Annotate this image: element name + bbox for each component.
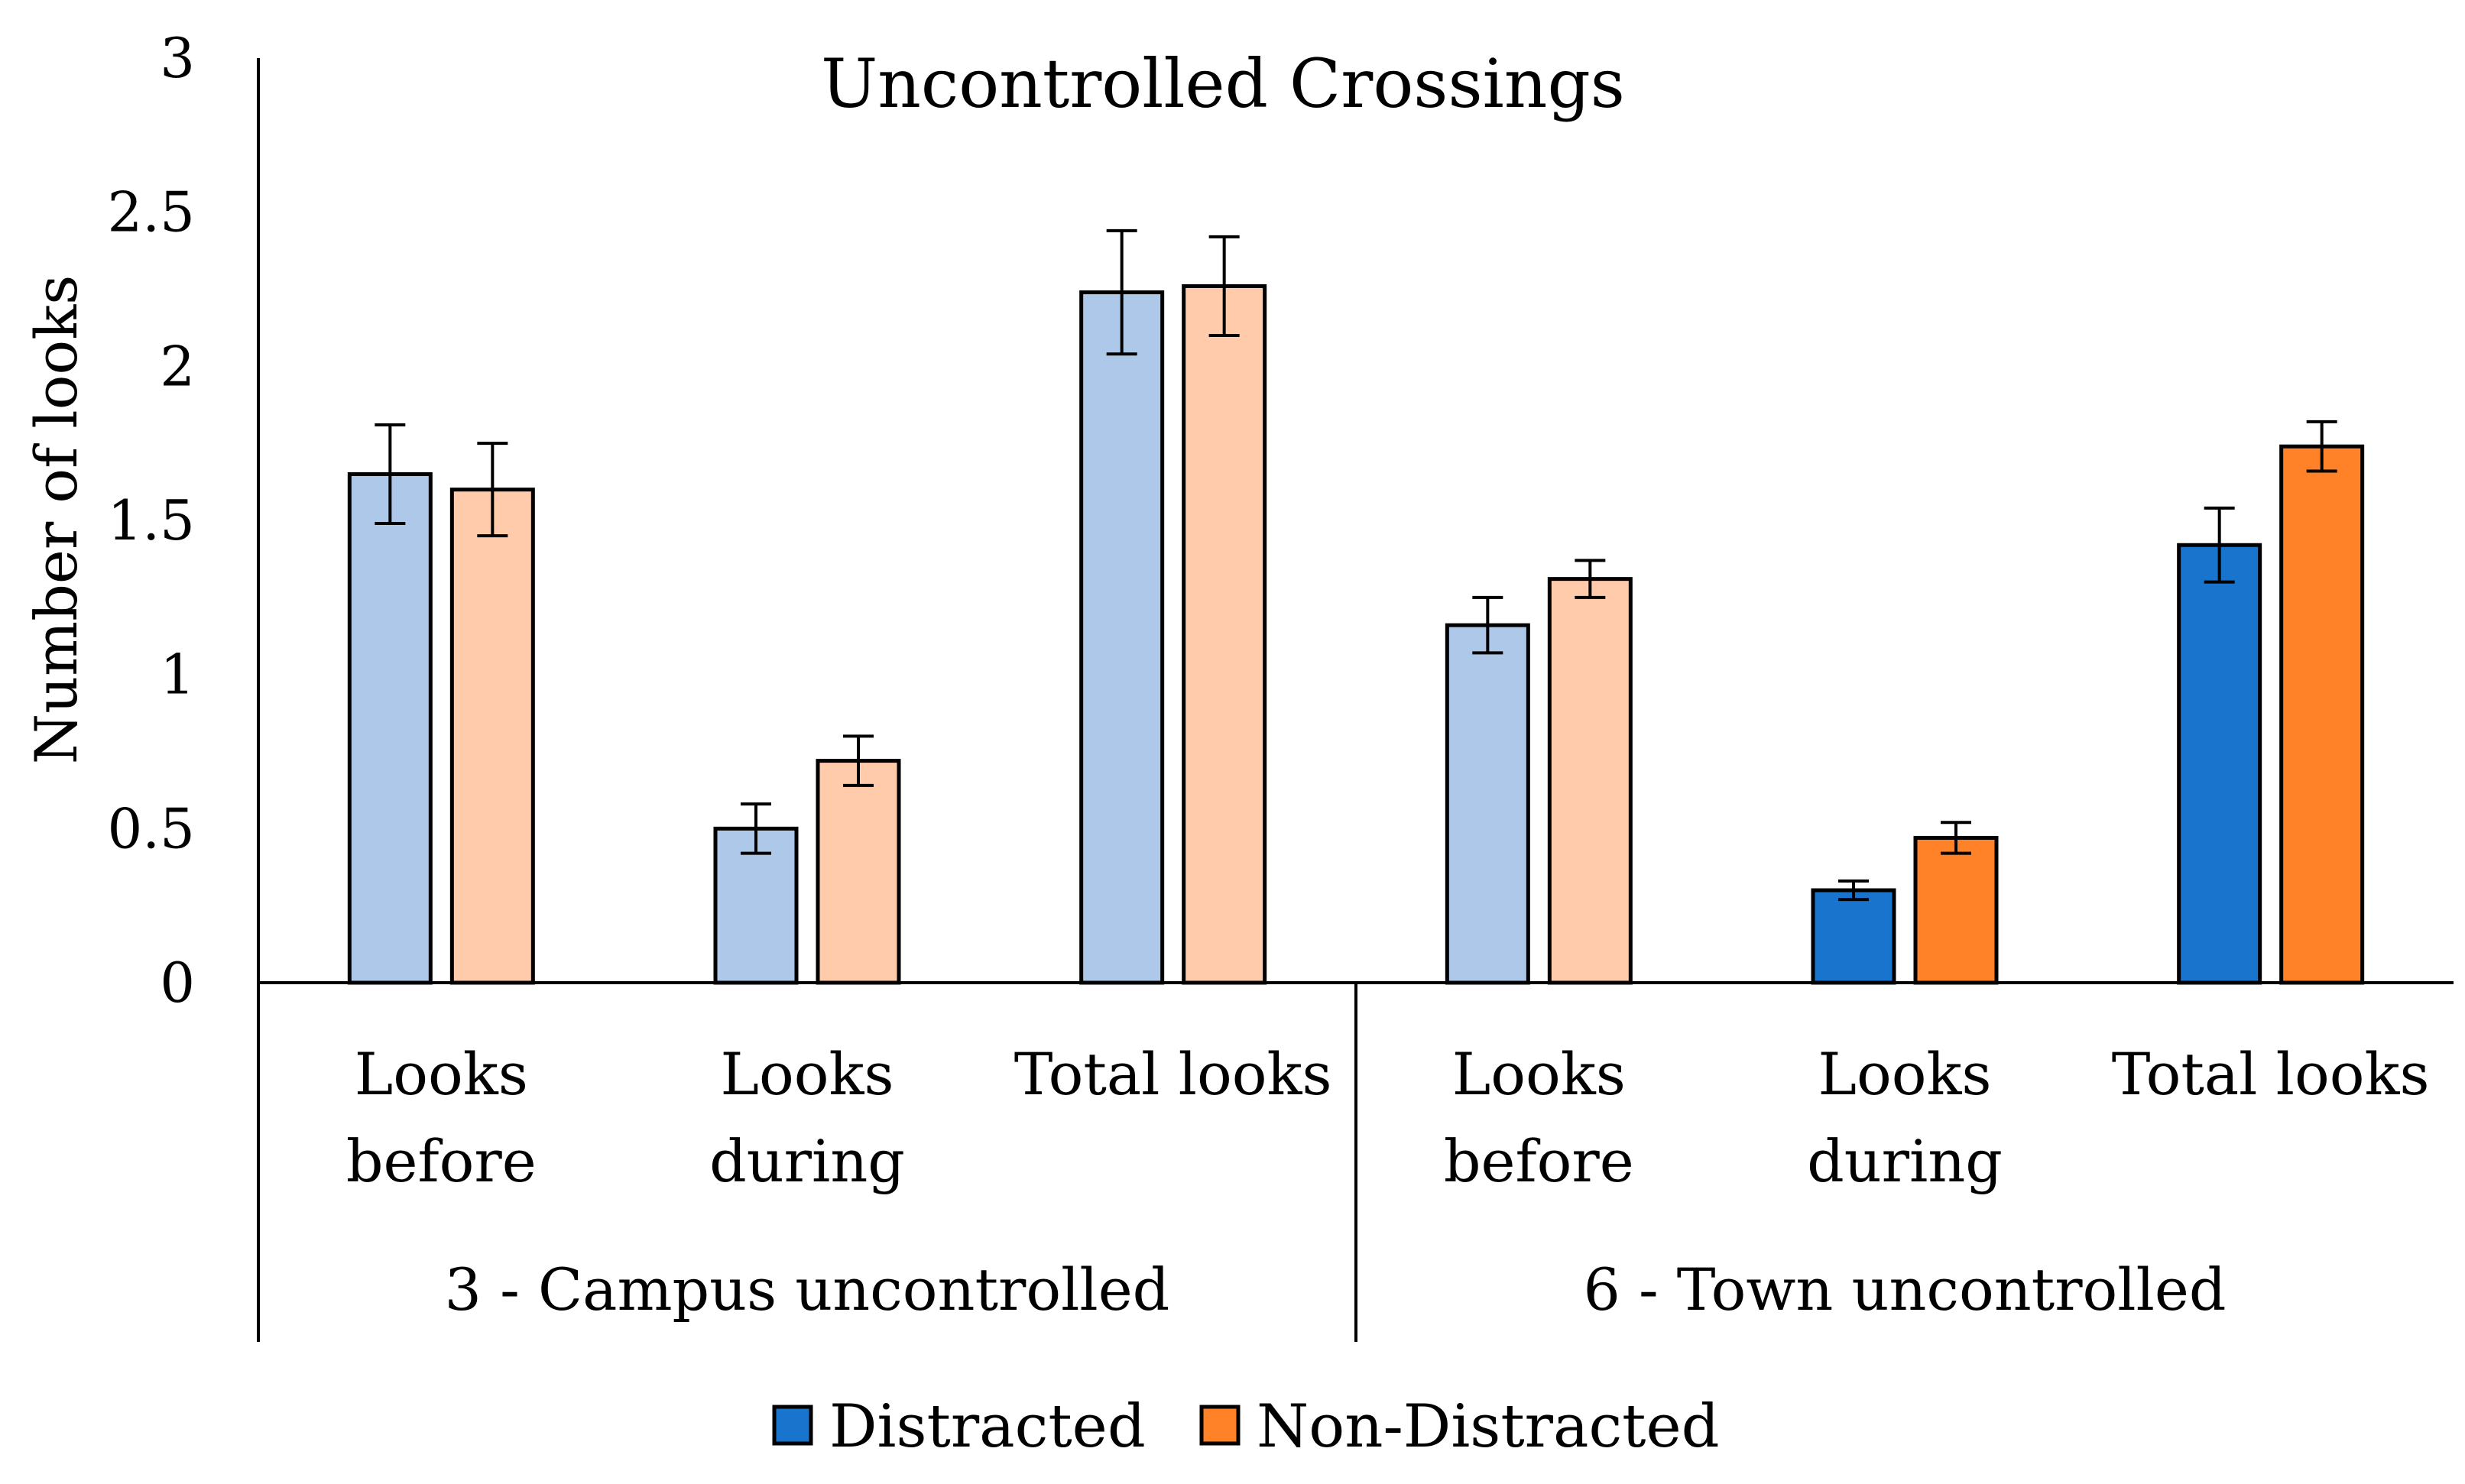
category-label: Looks during: [1807, 1040, 2003, 1195]
bar-distracted: [2177, 543, 2262, 985]
y-tick-label: 0.5: [107, 796, 195, 860]
category-label: Looks before: [346, 1040, 537, 1195]
y-axis-ticks: 0 0.5 1 1.5 2 2.5 3: [107, 26, 195, 1015]
bar-distracted: [1079, 290, 1165, 985]
legend-swatch-0: [772, 1405, 813, 1446]
y-tick-label: 3: [160, 26, 195, 90]
group-labels: 3 - Campus uncontrolled 6 - Town uncontro…: [445, 1256, 2227, 1324]
category-label-line: Looks: [1818, 1040, 1991, 1108]
legend: Distracted Non-Distracted: [772, 1392, 1720, 1461]
legend-label: Non-Distracted: [1257, 1392, 1720, 1461]
bar-non-distracted: [2279, 444, 2365, 985]
bar-non-distracted: [816, 759, 901, 985]
category-label-line: Total looks: [1014, 1040, 1332, 1108]
legend-swatch-1: [1199, 1405, 1241, 1446]
category-label: Total looks: [1014, 1040, 1332, 1108]
category-label-line: before: [1444, 1127, 1634, 1195]
bar-non-distracted: [449, 488, 535, 985]
category-label-line: during: [1807, 1127, 2003, 1195]
bar-distracted: [1445, 623, 1530, 985]
legend-label: Distracted: [829, 1392, 1146, 1461]
group-label: 3 - Campus uncontrolled: [445, 1256, 1170, 1324]
y-tick-label: 2: [160, 334, 195, 398]
y-axis-label: Number of looks: [22, 275, 90, 765]
category-label-line: Looks: [355, 1040, 528, 1108]
bar-non-distracted: [1182, 284, 1267, 985]
category-label: Looks during: [709, 1040, 905, 1195]
bar-non-distracted: [1547, 577, 1633, 985]
y-tick-label: 1.5: [107, 488, 195, 552]
bars-layer: [347, 284, 2365, 985]
category-labels: Looks before Looks during Total looks Looks be…: [346, 1040, 2430, 1195]
y-tick-label: 2.5: [107, 180, 195, 245]
error-bars-layer: [375, 228, 2337, 902]
category-label: Looks before: [1444, 1040, 1634, 1195]
chart-title: Uncontrolled Crossings: [821, 44, 1625, 123]
category-label-line: before: [346, 1127, 537, 1195]
axes-layer: [257, 58, 2454, 1342]
category-label: Total looks: [2112, 1040, 2430, 1108]
bar-non-distracted: [1913, 835, 1999, 985]
y-tick-label: 1: [160, 643, 195, 707]
y-tick-label: 0: [160, 951, 195, 1015]
category-label-line: Looks: [1452, 1040, 1626, 1108]
category-label-line: Looks: [720, 1040, 894, 1108]
bar-distracted: [1811, 888, 1896, 985]
category-label-line: Total looks: [2112, 1040, 2430, 1108]
group-label: 6 - Town uncontrolled: [1583, 1256, 2226, 1324]
category-label-line: during: [709, 1127, 905, 1195]
bar-distracted: [347, 472, 433, 985]
